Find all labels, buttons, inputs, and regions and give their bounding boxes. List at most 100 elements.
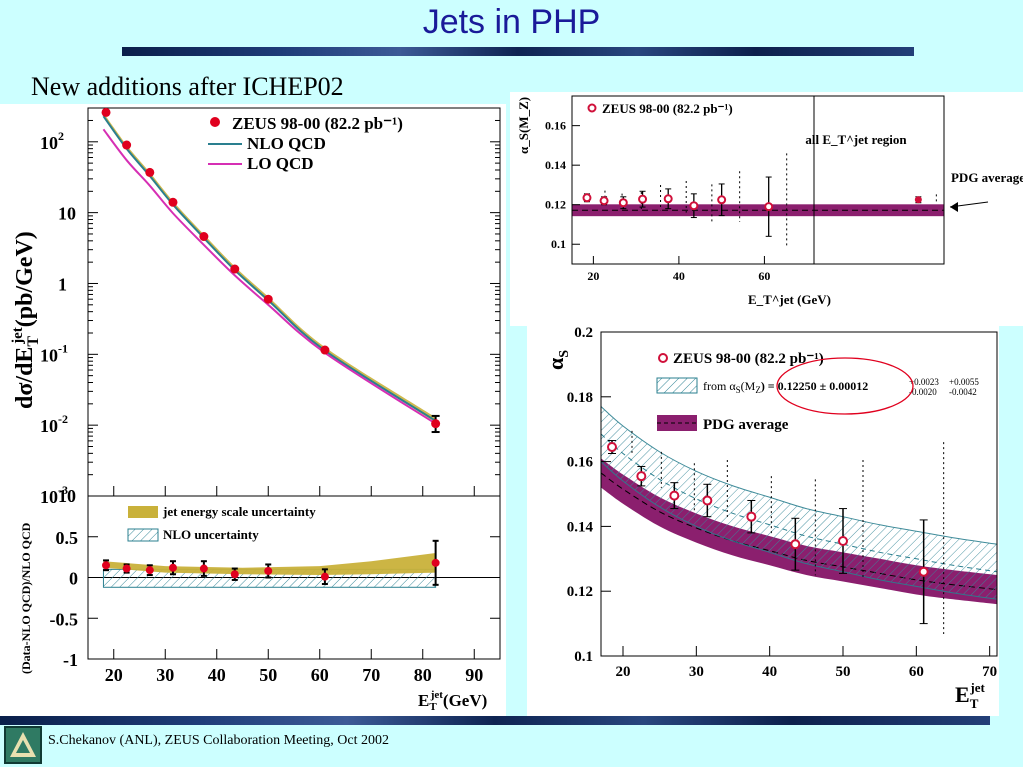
legend-label-lo: LO QCD: [247, 154, 314, 173]
x-tick-label: 20: [105, 665, 123, 685]
fit-stat-down: -0.0020: [909, 387, 937, 397]
data-point: [618, 198, 628, 208]
alphas-mz-panel: 0.1 0.12 0.14 0.16 20 40 60 ZEUS 98-00 (82.2 pb…: [510, 92, 1023, 326]
x-tick-label: 50: [836, 664, 851, 680]
x-tick-label: 20: [616, 664, 631, 680]
ratio-point: [168, 563, 177, 572]
ratio-y-tick-label: 0: [69, 569, 78, 589]
y-tick-label: 0.18: [567, 390, 593, 406]
slide-title: Jets in PHP: [422, 3, 601, 41]
data-point: [746, 511, 757, 522]
legend-marker-zeus: [658, 353, 668, 363]
data-point: [263, 294, 273, 304]
x-tick-label: 60: [909, 664, 924, 680]
y-tick-label: 0.16: [567, 455, 594, 471]
x-tick-label: 40: [208, 665, 226, 685]
data-point: [199, 232, 209, 242]
alphas-mz-y-axis-label: α_S(M_Z): [516, 97, 531, 154]
data-point: [918, 566, 929, 577]
ratio-point: [230, 570, 239, 579]
alphas-running-panel: 0.1 0.12 0.14 0.16 0.18 0.2 20 30 40 50 60 70 ZEUS 9…: [527, 325, 999, 716]
x-tick-label: 30: [689, 664, 704, 680]
ratio-point: [264, 566, 273, 575]
y-tick-label: 0.12: [545, 198, 566, 212]
annotation-all-et-region: all E_T^jet region: [805, 132, 907, 147]
alphas-running-y-axis-label: αS: [543, 350, 572, 370]
cross-section-and-ratio-chart: 10210110-110-210-3dσ/dETjet(pb/GeV)ZEUS …: [10, 107, 501, 713]
x-tick-label: 50: [259, 665, 277, 685]
alphas-mz-x-axis-label: E_T^jet (GeV): [748, 292, 831, 307]
data-point: [764, 202, 774, 212]
y-tick-label: 0.12: [567, 584, 593, 600]
x-tick-label: 60: [311, 665, 329, 685]
ratio-point: [145, 566, 154, 575]
legend-label: ZEUS 98-00 (82.2 pb⁻¹): [602, 101, 733, 116]
alphas-running-x-axis-label: ETjet: [955, 680, 985, 711]
legend-label-nlo-unc: NLO uncertainty: [163, 527, 259, 542]
x-tick-label: 70: [362, 665, 380, 685]
ratio-point: [122, 564, 131, 573]
highlight-ellipse: [776, 357, 914, 415]
legend-marker-zeus: [210, 117, 220, 127]
ratio-y-tick-label: 0.5: [56, 528, 79, 548]
data-point: [702, 495, 713, 506]
ratio-point: [102, 561, 111, 570]
fit-theory-down: -0.0042: [949, 387, 977, 397]
x-tick-label: 70: [982, 664, 997, 680]
legend-swatch-nlo-unc: [127, 528, 159, 542]
data-point: [914, 196, 922, 204]
legend-label-zeus: ZEUS 98-00 (82.2 pb⁻¹): [232, 114, 403, 133]
data-point: [669, 490, 680, 501]
cross-section-panel: 102 10 1 10-1 10-2 10-3 dσ/dETjet(pb/GeV) ZEUS …: [0, 104, 506, 716]
pdg-arrow-head: [950, 202, 958, 212]
jet-energy-scale-band: [103, 553, 436, 576]
slide-subtitle: New additions after ICHEP02: [31, 72, 344, 101]
data-point: [607, 442, 617, 453]
data-point: [636, 471, 647, 482]
x-tick-label: 90: [465, 665, 483, 685]
y-tick-label: 0.1: [551, 237, 566, 251]
legend-label-jes: jet energy scale uncertainty: [162, 504, 316, 519]
fit-theory-up: +0.0055: [949, 377, 979, 387]
data-point: [638, 194, 648, 204]
data-point: [838, 535, 848, 546]
ratio-x-axis-label: ETjet(GeV): [418, 689, 487, 713]
data-point: [431, 419, 441, 429]
data-point: [145, 167, 155, 177]
alphas-mz-chart: 0.1 0.12 0.14 0.16 20 40 60 ZEUS 98-00 (82.2 pb…: [516, 95, 1023, 307]
x-tick-label: 30: [156, 665, 174, 685]
y-tick-label: 0.14: [545, 158, 566, 172]
x-tick-label: 40: [762, 664, 777, 680]
data-point: [101, 107, 111, 117]
annotation-pdg-average: PDG average: [951, 170, 1023, 185]
data-point: [230, 264, 240, 274]
data-point: [599, 196, 609, 206]
x-tick-label: 20: [587, 269, 599, 283]
data-point: [320, 345, 330, 355]
y-tick-label: 10-2: [40, 412, 68, 436]
alphas-mz-frame: [571, 95, 945, 265]
y-tick-label: 102: [40, 129, 64, 153]
y-tick-label: 10-1: [40, 341, 68, 365]
legend-swatch-jes: [128, 506, 158, 518]
footer-divider: [0, 716, 990, 725]
fit-stat-up: +0.0023: [909, 377, 939, 387]
y-tick-label: 1: [58, 274, 67, 294]
ratio-y-axis-label: (Data-NLO QCD)/NLO QCD: [19, 522, 33, 674]
ratio-point: [431, 558, 440, 567]
x-tick-label: 80: [414, 665, 432, 685]
legend-swatch-pdg: [657, 415, 697, 431]
data-point: [689, 201, 699, 211]
y-tick-label: 0.2: [574, 325, 593, 341]
data-point: [717, 195, 727, 205]
ratio-point: [320, 572, 329, 581]
data-point: [790, 539, 801, 550]
legend-marker: [587, 103, 597, 113]
ratio-y-tick-label: -1: [63, 650, 78, 670]
data-point: [582, 193, 592, 203]
data-point: [663, 194, 673, 204]
y-tick-label: 10: [58, 204, 76, 224]
alphas-running-chart: 0.1 0.12 0.14 0.16 0.18 0.2 20 30 40 50 60 70 ZEUS 9…: [543, 325, 998, 711]
y-tick-label: 0.14: [567, 519, 594, 535]
legend-label-fit: from αS(MZ) = 0.12250 ± 0.00012: [703, 379, 868, 395]
